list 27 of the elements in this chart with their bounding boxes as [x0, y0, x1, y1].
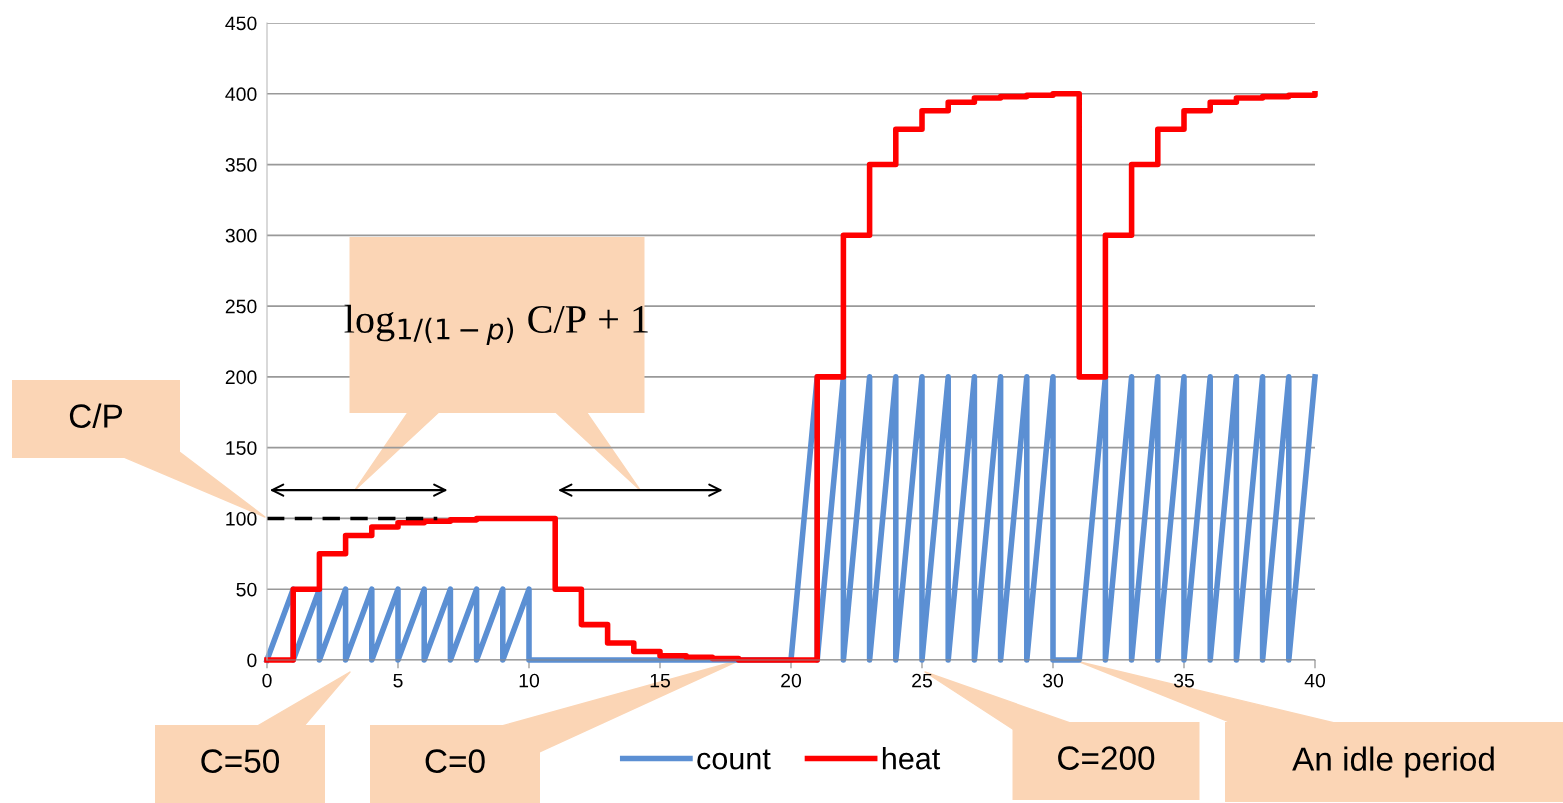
y-tick-label: 50: [236, 582, 257, 597]
text: C=50: [201, 749, 279, 773]
legend-label: heat: [882, 747, 941, 770]
text: C=200: [1058, 746, 1155, 770]
annotation: log$_{1/(1−p)}$ C/P + 1: [344, 304, 648, 346]
y-tick-label: 250: [225, 299, 257, 314]
x-tick-label: 5: [393, 673, 403, 688]
y-tick-label: 450: [225, 16, 257, 31]
x-tick-label: 35: [1173, 673, 1194, 688]
y-tick-label: 350: [225, 158, 257, 172]
y-tick-label: 300: [225, 228, 257, 243]
y-tick-label: 150: [226, 441, 257, 455]
legend-label: count: [697, 749, 771, 770]
x-tick-label: 40: [1304, 673, 1326, 688]
text: C=0: [425, 749, 485, 773]
text: An idle period: [1292, 746, 1494, 778]
y-tick-label: 200: [225, 370, 257, 385]
text: C/P: [69, 403, 123, 428]
y-tick-label: 100: [226, 511, 257, 526]
x-tick-label: 30: [1042, 673, 1064, 688]
x-tick-label: 15: [650, 673, 670, 688]
x-tick-label: 25: [912, 673, 932, 688]
y-tick-label: 0: [247, 653, 257, 668]
x-tick-label: 20: [781, 673, 802, 688]
x-tick-label: 0: [262, 673, 272, 688]
x-tick-label: 10: [519, 673, 540, 688]
y-tick-label: 400: [225, 87, 257, 102]
